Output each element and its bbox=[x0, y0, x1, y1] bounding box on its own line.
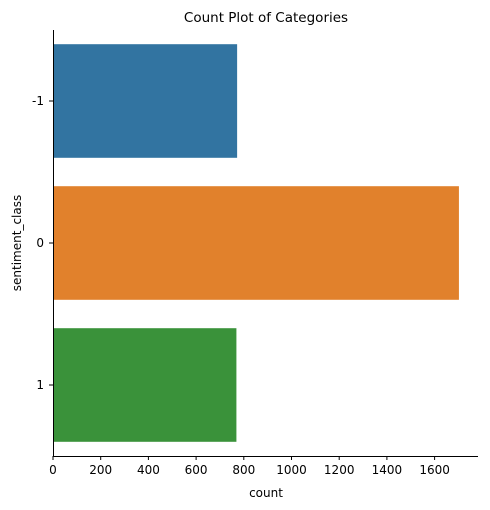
x-tick-label: 0 bbox=[49, 463, 57, 477]
x-axis-label: count bbox=[249, 486, 283, 500]
bar-0 bbox=[53, 186, 459, 300]
chart-title: Count Plot of Categories bbox=[184, 10, 348, 26]
y-tick-label: -1 bbox=[32, 94, 44, 108]
x-tick-label: 400 bbox=[137, 463, 160, 477]
x-tick-label: 1600 bbox=[419, 463, 450, 477]
x-tick-label: 200 bbox=[89, 463, 112, 477]
bar-group bbox=[53, 44, 459, 442]
x-tick-label: 1400 bbox=[372, 463, 403, 477]
bar-1 bbox=[53, 328, 237, 442]
y-tick-label: 1 bbox=[36, 378, 44, 392]
x-axis-ticks: 0 200 400 600 800 1000 1200 1400 1600 bbox=[49, 456, 450, 477]
x-tick-label: 800 bbox=[232, 463, 255, 477]
y-axis-ticks: -1 0 1 bbox=[32, 94, 53, 392]
y-tick-label: 0 bbox=[36, 236, 44, 250]
bar--1 bbox=[53, 44, 238, 158]
y-axis-label: sentiment_class bbox=[10, 195, 24, 291]
x-tick-label: 1200 bbox=[324, 463, 355, 477]
x-tick-label: 1000 bbox=[276, 463, 307, 477]
x-tick-label: 600 bbox=[185, 463, 208, 477]
